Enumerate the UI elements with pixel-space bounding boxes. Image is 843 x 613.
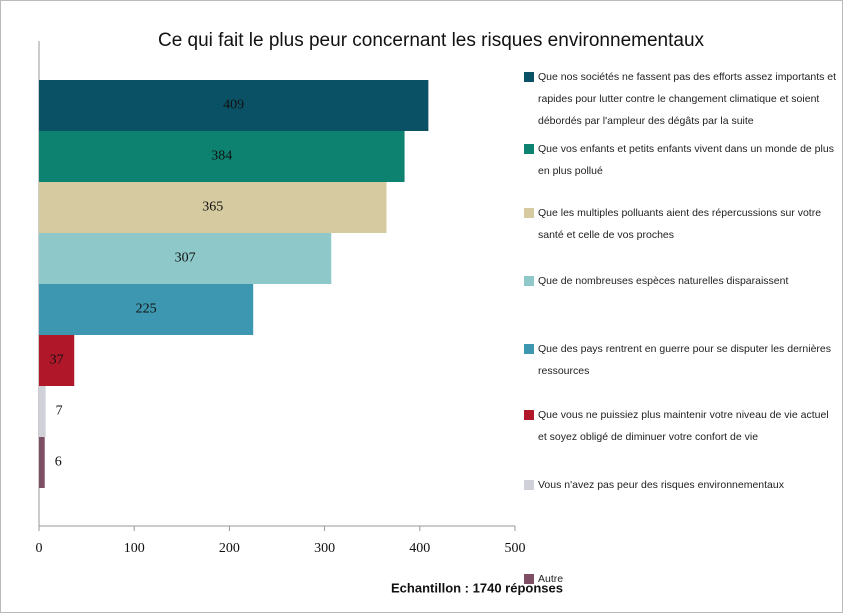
legend-swatch <box>524 208 534 218</box>
bar <box>39 80 429 131</box>
data-label: 37 <box>50 353 64 368</box>
x-tick-label: 0 <box>36 541 43 556</box>
legend-label: Vous n'avez pas peur des risques environ… <box>538 479 784 491</box>
legend-item: Autre <box>524 568 839 590</box>
x-tick-label: 200 <box>219 541 240 556</box>
legend-label: Que nos sociétés ne fassent pas des effo… <box>538 71 837 127</box>
legend-swatch <box>524 344 534 354</box>
legend-label: Que vous ne puissiez plus maintenir votr… <box>538 409 829 443</box>
legend-label: Que les multiples polluants aient des ré… <box>538 207 822 241</box>
bar <box>39 233 332 284</box>
legend-item: Que nos sociétés ne fassent pas des effo… <box>524 66 839 132</box>
legend-item: Que vos enfants et petits enfants vivent… <box>524 138 839 182</box>
legend-label: Que de nombreuses espèces naturelles dis… <box>538 275 789 287</box>
data-label: 365 <box>202 200 223 215</box>
legend-item: Vous n'avez pas peur des risques environ… <box>524 474 839 496</box>
bar <box>39 437 45 488</box>
legend-label: Que vos enfants et petits enfants vivent… <box>538 143 834 177</box>
legend-swatch <box>524 480 534 490</box>
bar <box>39 386 46 437</box>
x-tick-label: 300 <box>314 541 335 556</box>
bar <box>39 131 405 182</box>
data-label: 7 <box>56 404 63 419</box>
legend-swatch <box>524 276 534 286</box>
data-label: 409 <box>223 98 244 113</box>
legend-swatch <box>524 574 534 584</box>
data-label: 307 <box>175 251 196 266</box>
x-tick-label: 100 <box>124 541 145 556</box>
legend-label: Que des pays rentrent en guerre pour se … <box>538 343 832 377</box>
legend-item: Que de nombreuses espèces naturelles dis… <box>524 270 839 292</box>
bar <box>39 335 75 386</box>
legend-swatch <box>524 144 534 154</box>
chart-title: Ce qui fait le plus peur concernant les … <box>158 30 705 51</box>
legend-item: Que des pays rentrent en guerre pour se … <box>524 338 839 382</box>
data-label: 6 <box>55 455 62 470</box>
legend-label: Autre <box>538 573 564 585</box>
x-tick-label: 500 <box>505 541 526 556</box>
legend-item: Que les multiples polluants aient des ré… <box>524 202 839 246</box>
legend-swatch <box>524 72 534 82</box>
x-axis-label: Echantillon : 1740 réponses <box>391 580 563 595</box>
data-label: 225 <box>136 302 157 317</box>
bar <box>39 182 387 233</box>
data-label: 384 <box>211 149 232 164</box>
x-tick-label: 400 <box>409 541 430 556</box>
legend-item: Que vous ne puissiez plus maintenir votr… <box>524 404 839 448</box>
bar <box>39 284 254 335</box>
legend-swatch <box>524 410 534 420</box>
